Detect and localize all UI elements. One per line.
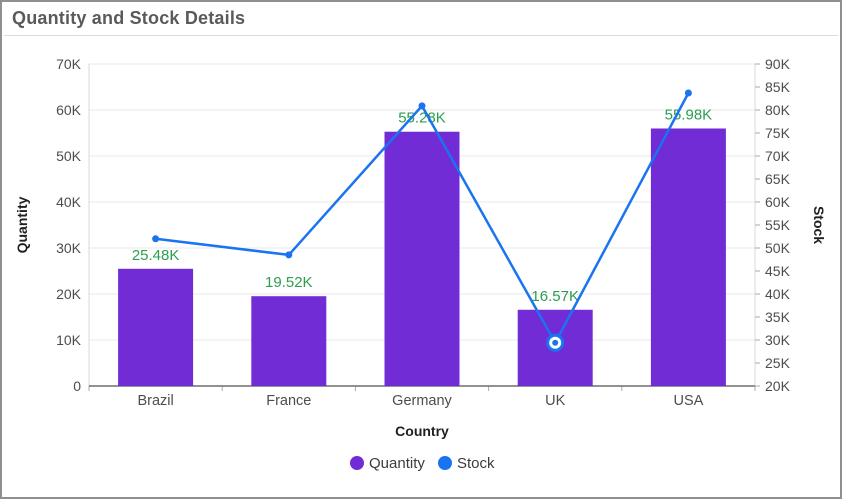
legend-label-quantity: Quantity [369, 455, 425, 472]
stock-point-germany[interactable] [418, 102, 426, 110]
stock-point-usa[interactable] [684, 89, 692, 97]
legend-marker-quantity-icon [350, 456, 364, 470]
right-axis-tick-label: 35K [765, 309, 791, 325]
right-axis-tick-label: 65K [765, 171, 791, 187]
right-axis-tick-label: 80K [765, 102, 791, 118]
right-axis-tick-label: 75K [765, 125, 791, 141]
right-axis-tick-label: 30K [765, 332, 791, 348]
stock-point-france[interactable] [285, 251, 293, 259]
left-axis-tick-label: 50K [56, 148, 82, 164]
right-axis-tick-label: 90K [765, 56, 791, 72]
legend-item-quantity[interactable]: Quantity [350, 455, 425, 472]
left-axis-tick-label: 60K [56, 102, 82, 118]
y-right-axis-title: Stock [811, 206, 827, 244]
legend-item-stock[interactable]: Stock [438, 455, 495, 472]
bar-label-france: 19.52K [265, 274, 313, 291]
left-axis-tick-label: 70K [56, 56, 82, 72]
left-axis-tick-label: 10K [56, 332, 82, 348]
right-axis-tick-label: 20K [765, 378, 791, 394]
x-axis-label-uk: UK [545, 393, 565, 409]
bar-germany[interactable] [384, 131, 460, 386]
y-left-axis-title: Quantity [14, 196, 30, 253]
bar-label-usa: 55.98K [665, 106, 713, 123]
left-axis-tick-label: 40K [56, 194, 82, 210]
left-axis-tick-label: 20K [56, 286, 82, 302]
x-axis-label-germany: Germany [392, 393, 452, 409]
chart-title: Quantity and Stock Details [12, 8, 246, 28]
bar-label-uk: 16.57K [531, 288, 579, 305]
bar-label-germany: 55.28K [398, 110, 446, 127]
bar-france[interactable] [251, 296, 327, 386]
right-axis-tick-label: 55K [765, 217, 791, 233]
stock-point-brazil[interactable] [152, 235, 160, 243]
left-axis-tick-label: 30K [56, 240, 82, 256]
legend-marker-stock-icon [438, 456, 452, 470]
bar-usa[interactable] [650, 128, 726, 386]
right-axis-tick-label: 70K [765, 148, 791, 164]
bar-brazil[interactable] [118, 268, 194, 386]
x-axis-label-usa: USA [673, 393, 703, 409]
right-axis-tick-label: 60K [765, 194, 791, 210]
right-axis-tick-label: 85K [765, 79, 791, 95]
x-axis-title: Country [395, 423, 449, 439]
right-axis-tick-label: 45K [765, 263, 791, 279]
x-axis-label-brazil: Brazil [137, 393, 173, 409]
right-axis-tick-label: 50K [765, 240, 791, 256]
x-axis-label-france: France [266, 393, 311, 409]
legend-label-stock: Stock [457, 455, 495, 472]
left-axis-tick-label: 0 [73, 378, 81, 394]
right-axis-tick-label: 25K [765, 355, 791, 371]
stock-point-uk-center [552, 339, 559, 346]
right-axis-tick-label: 40K [765, 286, 791, 302]
title-divider [4, 35, 838, 36]
bar-label-brazil: 25.48K [132, 247, 180, 264]
